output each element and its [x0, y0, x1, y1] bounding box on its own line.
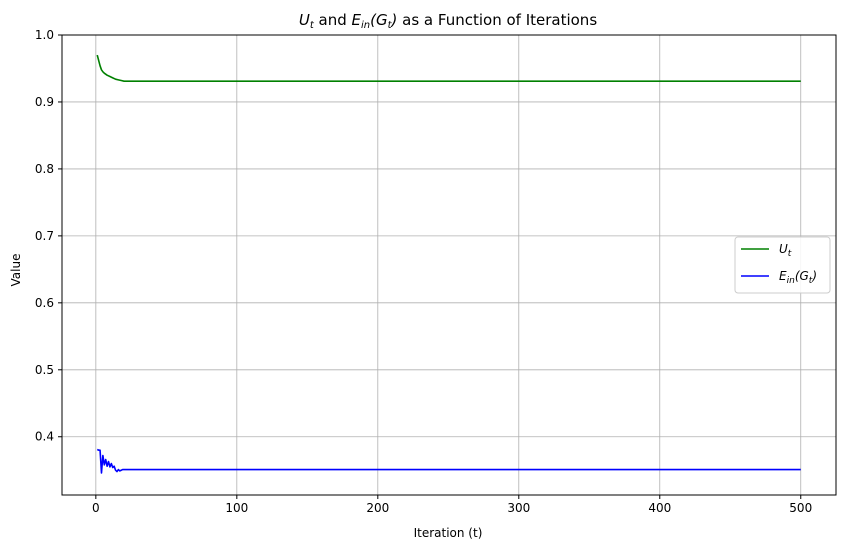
- y-tick-label: 0.5: [35, 363, 54, 377]
- y-tick-label: 1.0: [35, 28, 54, 42]
- legend-label-u: Ut: [779, 242, 792, 259]
- x-axis-ticks: 0 100 200 300 400 500: [92, 495, 812, 515]
- legend-box: [734, 236, 831, 294]
- x-tick-label: 300: [507, 501, 530, 515]
- y-axis-ticks: 0.4 0.5 0.6 0.7 0.8 0.9 1.0: [35, 28, 62, 444]
- legend: Ut Ein(Gt): [734, 236, 831, 294]
- plot-area-frame: [61, 34, 837, 496]
- y-tick-label: 0.7: [35, 229, 54, 243]
- x-tick-label: 400: [648, 501, 671, 515]
- x-tick-label: 500: [789, 501, 812, 515]
- y-tick-label: 0.8: [35, 162, 54, 176]
- x-tick-label: 100: [225, 501, 248, 515]
- series-line-0: [96, 54, 801, 82]
- series-lines: [96, 54, 801, 474]
- x-tick-label: 0: [92, 501, 100, 515]
- x-tick-label: 200: [366, 501, 389, 515]
- y-axis-label: Value: [9, 254, 23, 287]
- legend-label-e: Ein(Gt): [779, 269, 817, 286]
- x-axis-label: Iteration (t): [414, 526, 483, 540]
- y-tick-label: 0.4: [35, 430, 54, 444]
- series-line-1: [96, 448, 801, 474]
- y-tick-label: 0.9: [35, 95, 54, 109]
- y-tick-label: 0.6: [35, 296, 54, 310]
- chart-title: Ut and Ein(Gt) as a Function of Iteratio…: [299, 11, 597, 31]
